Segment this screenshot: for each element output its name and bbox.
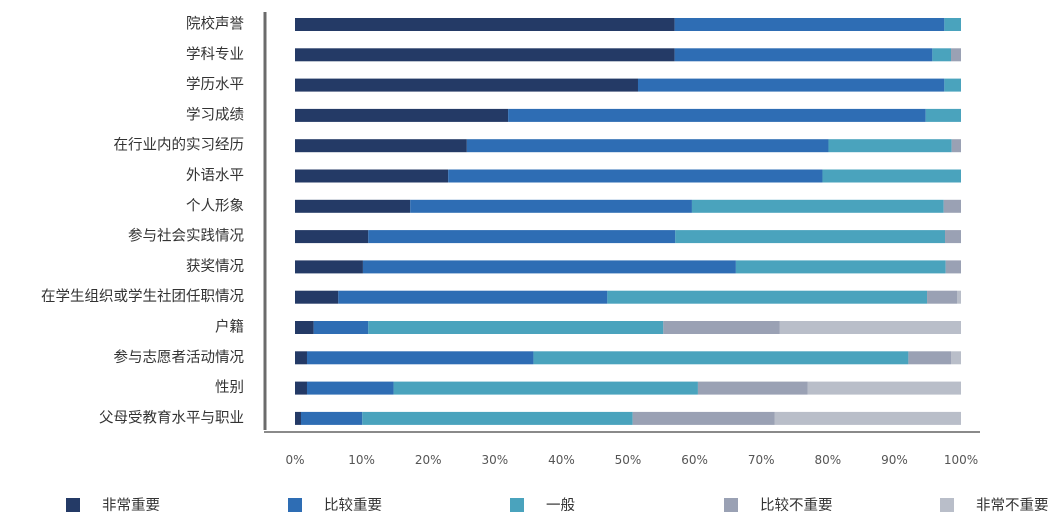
x-tick-label: 0% xyxy=(285,453,304,467)
bar-segment xyxy=(957,290,961,304)
bar-segment xyxy=(313,321,369,334)
legend-swatch xyxy=(288,498,302,512)
bar-segment xyxy=(295,351,307,365)
bar-segment xyxy=(295,411,301,425)
category-label: 父母受教育水平与职业 xyxy=(99,409,244,426)
legend-label: 非常重要 xyxy=(102,497,160,514)
bars-group xyxy=(295,18,961,425)
x-tick-label: 40% xyxy=(548,453,575,467)
bar-segment xyxy=(674,48,933,62)
category-label: 学习成绩 xyxy=(186,106,244,123)
bar-segment xyxy=(822,169,961,183)
bar-segment xyxy=(927,290,957,304)
bar-segment xyxy=(295,48,675,62)
category-label: 在学生组织或学生社团任职情况 xyxy=(41,288,244,305)
bar-segment xyxy=(779,321,961,334)
bar-segment xyxy=(295,321,314,334)
bar-segment xyxy=(295,381,307,395)
x-tick-label: 60% xyxy=(681,453,708,467)
x-tick-label: 50% xyxy=(615,453,642,467)
bar-segment xyxy=(945,260,961,274)
category-label: 学科专业 xyxy=(186,46,244,63)
bar-segment xyxy=(300,411,363,425)
bar-segment xyxy=(533,351,909,365)
bar-segment xyxy=(735,260,946,274)
x-tick-label: 100% xyxy=(944,453,978,467)
bar-segment xyxy=(466,139,829,153)
bar-segment xyxy=(362,260,736,274)
bar-segment xyxy=(362,411,633,425)
bar-segment xyxy=(393,381,698,395)
bar-segment xyxy=(306,351,534,365)
bar-segment xyxy=(607,290,928,304)
x-tick-label: 20% xyxy=(415,453,442,467)
category-label: 院校声誉 xyxy=(186,15,244,33)
bar-segment xyxy=(944,18,961,31)
bar-segment xyxy=(295,260,363,274)
legend-swatch xyxy=(940,498,954,512)
bar-segment xyxy=(925,108,961,122)
bar-segment xyxy=(951,48,961,62)
bar-segment xyxy=(951,351,961,365)
bar-segment xyxy=(295,230,369,244)
category-label: 在行业内的实习经历 xyxy=(114,137,245,154)
bar-segment xyxy=(774,411,961,425)
bar-segment xyxy=(410,199,692,213)
bar-segment xyxy=(828,139,952,153)
bar-segment xyxy=(295,199,411,213)
legend-swatch xyxy=(724,498,738,512)
bar-segment xyxy=(448,169,823,183)
bar-segment xyxy=(675,230,946,244)
legend-label: 一般 xyxy=(546,497,575,514)
bar-segment xyxy=(637,78,945,92)
legend-swatch xyxy=(66,498,80,512)
bar-segment xyxy=(807,381,961,395)
bar-segment xyxy=(908,351,952,365)
bar-segment xyxy=(663,321,780,334)
bar-segment xyxy=(306,381,394,395)
legend-label: 非常不重要 xyxy=(976,497,1049,514)
bar-segment xyxy=(932,48,952,62)
bar-segment xyxy=(295,139,467,153)
legend-label: 比较不重要 xyxy=(760,496,833,514)
x-tick-label: 10% xyxy=(348,453,375,467)
bar-segment xyxy=(368,230,676,244)
category-label: 性别 xyxy=(215,379,244,396)
category-label: 获奖情况 xyxy=(186,258,244,275)
bar-segment xyxy=(295,78,638,92)
legend-swatch xyxy=(510,498,524,512)
bar-segment xyxy=(674,18,945,31)
x-tick-label: 90% xyxy=(881,453,908,467)
category-label: 外语水平 xyxy=(186,167,244,184)
bar-segment xyxy=(951,139,961,153)
bar-segment xyxy=(295,290,339,304)
bar-segment xyxy=(944,78,961,92)
bar-segment xyxy=(368,321,664,334)
category-label: 户籍 xyxy=(215,319,244,336)
bar-segment xyxy=(295,108,509,122)
bar-segment xyxy=(632,411,775,425)
bar-segment xyxy=(508,108,926,122)
legend: 非常重要 比较重要 一般 比较不重要 非常不重要 xyxy=(66,496,1049,514)
category-label: 参与社会实践情况 xyxy=(128,228,244,245)
bar-segment xyxy=(691,199,944,213)
bar-segment xyxy=(295,169,449,183)
bar-segment xyxy=(338,290,608,304)
category-label: 个人形象 xyxy=(186,197,244,214)
category-label: 参与志愿者活动情况 xyxy=(114,349,245,366)
bar-segment xyxy=(943,199,961,213)
bar-segment xyxy=(697,381,808,395)
x-tick-label: 30% xyxy=(481,453,508,467)
x-tick-label: 80% xyxy=(814,453,841,467)
category-labels: 院校声誉学科专业学历水平学习成绩在行业内的实习经历外语水平个人形象参与社会实践情… xyxy=(41,15,244,427)
x-tick-label: 70% xyxy=(748,453,775,467)
x-tick-labels: 0% 10% 20% 30% 40% 50% 60% 70% 80% 90% 100% xyxy=(285,453,978,467)
bar-segment xyxy=(945,230,961,244)
bar-segment xyxy=(295,18,675,31)
category-label: 学历水平 xyxy=(186,76,244,93)
legend-label: 比较重要 xyxy=(324,496,382,514)
